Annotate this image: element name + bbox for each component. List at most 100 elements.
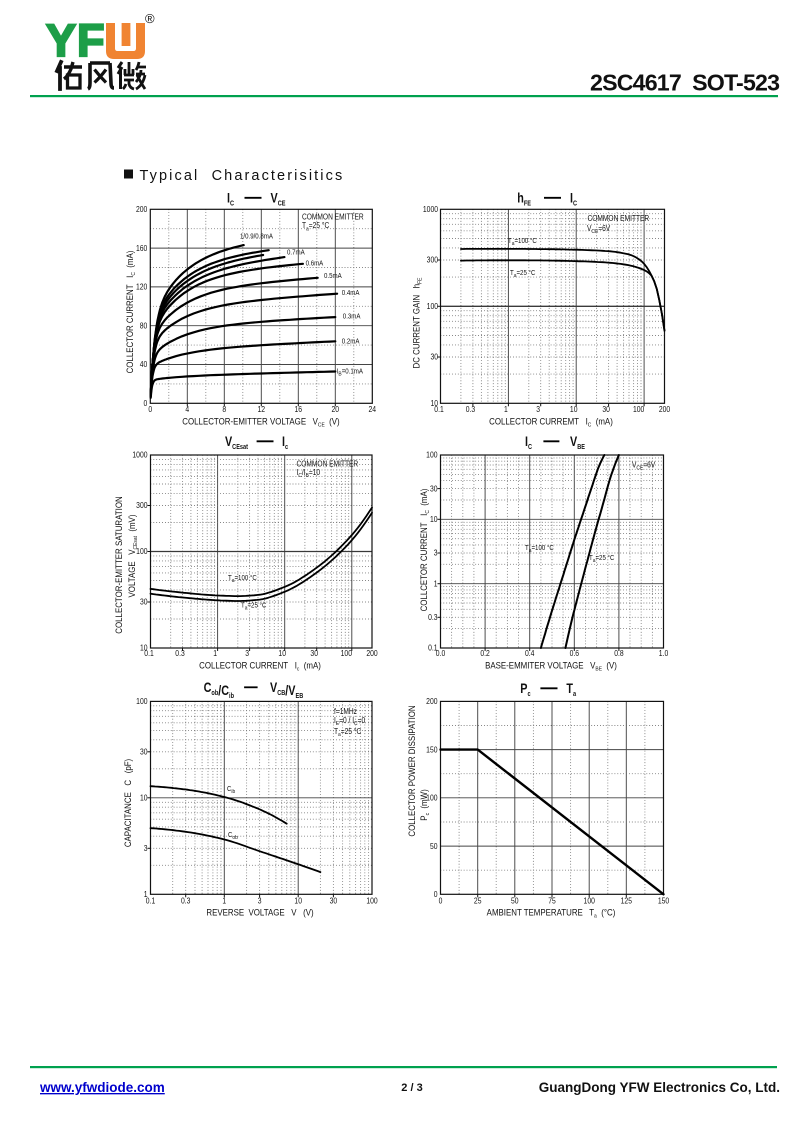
svg-text:0.8: 0.8 — [614, 648, 623, 658]
svg-text:0: 0 — [439, 896, 443, 906]
svg-text:160: 160 — [136, 243, 147, 253]
svg-text:10: 10 — [140, 643, 148, 653]
svg-text:8: 8 — [222, 404, 226, 414]
svg-text:3: 3 — [144, 843, 148, 853]
svg-text:GuangDong YFW Electronics Co,: GuangDong YFW Electronics Co, Ltd. — [539, 1080, 780, 1095]
svg-text:COMMON EMITTER: COMMON EMITTER — [588, 213, 650, 223]
svg-text:IC: IC — [525, 434, 532, 451]
svg-text:hFE: hFE — [517, 190, 531, 207]
svg-text:VCE: VCE — [271, 190, 286, 207]
svg-text:0.1: 0.1 — [428, 643, 437, 653]
svg-text:10: 10 — [278, 648, 286, 658]
svg-text:16: 16 — [295, 404, 303, 414]
svg-text:20: 20 — [332, 404, 340, 414]
svg-text:125: 125 — [621, 896, 632, 906]
svg-text:100: 100 — [426, 793, 437, 803]
svg-text:1/0.9/0.8mA: 1/0.9/0.8mA — [240, 233, 273, 241]
svg-text:Cob/Cib: Cob/Cib — [204, 680, 235, 700]
svg-text:3: 3 — [258, 896, 262, 906]
svg-text:VCB/VEB: VCB/VEB — [270, 680, 304, 700]
svg-text:3: 3 — [245, 648, 249, 658]
svg-text:Ta: Ta — [566, 681, 576, 698]
svg-text:f=1MHz: f=1MHz — [334, 706, 357, 716]
svg-text:0.2: 0.2 — [480, 648, 489, 658]
svg-text:0: 0 — [148, 404, 152, 414]
svg-text:200: 200 — [366, 648, 377, 658]
svg-text:IC: IC — [227, 190, 234, 207]
svg-text:DC CURRENT GAIN hFE: DC CURRENT GAIN hFE — [411, 277, 424, 368]
svg-text:100: 100 — [366, 896, 377, 906]
svg-text:0.4mA: 0.4mA — [342, 290, 360, 298]
svg-text:Ta=25 °C: Ta=25 °C — [510, 269, 536, 280]
svg-text:10: 10 — [430, 398, 438, 408]
svg-text:BASE-EMMITER VOLTAGE VBE (V: BASE-EMMITER VOLTAGE VBE (V) — [485, 660, 617, 673]
svg-text:IB=0.1mA: IB=0.1mA — [337, 368, 364, 378]
svg-text:30: 30 — [602, 404, 610, 414]
svg-text:1: 1 — [144, 889, 148, 899]
svg-text:1: 1 — [434, 579, 438, 589]
svg-text:COMMON EMITTER: COMMON EMITTER — [302, 212, 364, 222]
svg-text:Pc (mW): Pc (mW) — [418, 789, 431, 821]
svg-text:COLLECTOR POWER DISSIPATION: COLLECTOR POWER DISSIPATION — [406, 705, 417, 836]
svg-text:1: 1 — [222, 896, 226, 906]
svg-text:VCEsat: VCEsat — [225, 434, 249, 451]
svg-text:1: 1 — [213, 648, 217, 658]
svg-text:®: ® — [145, 11, 155, 26]
svg-text:Cob: Cob — [228, 832, 238, 842]
svg-text:4: 4 — [185, 404, 189, 414]
svg-text:Ta=100 °C: Ta=100 °C — [508, 237, 537, 248]
svg-text:100: 100 — [136, 547, 147, 557]
svg-text:100: 100 — [633, 404, 644, 414]
svg-text:0: 0 — [434, 889, 438, 899]
svg-text:IC/IB=10: IC/IB=10 — [297, 467, 321, 479]
svg-text:Ta=25 °C: Ta=25 °C — [302, 221, 329, 233]
svg-text:100: 100 — [584, 896, 595, 906]
svg-text:30: 30 — [140, 597, 148, 607]
svg-text:COLLECTOR-EMITTER VOLTAGE VC: COLLECTOR-EMITTER VOLTAGE VCE (V) — [182, 416, 340, 429]
svg-text:VBE: VBE — [570, 434, 585, 451]
svg-text:50: 50 — [511, 896, 519, 906]
svg-text:150: 150 — [426, 745, 437, 755]
svg-text:200: 200 — [136, 204, 147, 214]
svg-text:www.yfwdiode.com: www.yfwdiode.com — [39, 1080, 165, 1095]
svg-text:COLLCETOR CURRENT IC (mA): COLLCETOR CURRENT IC (mA) — [418, 488, 431, 611]
svg-text:300: 300 — [136, 501, 147, 511]
svg-text:CAPACITANCE C (pF): CAPACITANCE C (pF) — [122, 759, 133, 847]
svg-text:Ta=25 °C: Ta=25 °C — [334, 726, 361, 738]
svg-text:0.2mA: 0.2mA — [342, 338, 360, 346]
svg-text:COMMON EMITTER: COMMON EMITTER — [297, 459, 359, 469]
svg-text:100: 100 — [427, 301, 438, 311]
svg-text:3: 3 — [434, 548, 438, 558]
svg-text:0.1: 0.1 — [434, 404, 443, 414]
svg-text:10: 10 — [570, 404, 578, 414]
svg-text:Pc: Pc — [520, 681, 531, 698]
svg-text:50: 50 — [430, 841, 438, 851]
svg-text:0.1: 0.1 — [144, 648, 153, 658]
svg-text:100: 100 — [426, 450, 437, 460]
svg-text:COLLECTOR CURRENT IC (mA): COLLECTOR CURRENT IC (mA) — [124, 250, 137, 373]
svg-text:100: 100 — [136, 697, 147, 707]
svg-text:0.5mA: 0.5mA — [324, 272, 342, 280]
svg-text:0.7mA: 0.7mA — [287, 249, 305, 257]
svg-text:VOLTAGE VCEsat (mV): VOLTAGE VCEsat (mV) — [126, 514, 139, 597]
svg-text:1: 1 — [504, 404, 508, 414]
svg-text:COLLECTOR-EMITTER SATURATION: COLLECTOR-EMITTER SATURATION — [113, 496, 124, 633]
svg-text:80: 80 — [140, 321, 148, 331]
svg-text:2SC4617 SOT-523: 2SC4617 SOT-523 — [590, 70, 780, 96]
svg-text:75: 75 — [548, 896, 556, 906]
svg-text:Ta=100 °C: Ta=100 °C — [525, 544, 554, 555]
svg-text:3: 3 — [536, 404, 540, 414]
svg-text:IE=0 / IC=0: IE=0 / IC=0 — [334, 715, 365, 727]
svg-text:COLLECTOR CURREMT IC (mA): COLLECTOR CURREMT IC (mA) — [489, 416, 613, 429]
svg-text:120: 120 — [136, 282, 147, 292]
svg-text:Ta=25 °C: Ta=25 °C — [241, 601, 267, 612]
svg-text:Ic: Ic — [282, 434, 289, 451]
svg-text:VCE=6V: VCE=6V — [632, 460, 655, 472]
svg-text:30: 30 — [430, 484, 438, 494]
svg-text:300: 300 — [427, 255, 438, 265]
svg-text:200: 200 — [659, 404, 670, 414]
svg-text:0.3: 0.3 — [175, 648, 184, 658]
svg-text:0.4: 0.4 — [525, 648, 534, 658]
svg-text:2 / 3: 2 / 3 — [401, 1082, 422, 1094]
svg-text:12: 12 — [258, 404, 266, 414]
